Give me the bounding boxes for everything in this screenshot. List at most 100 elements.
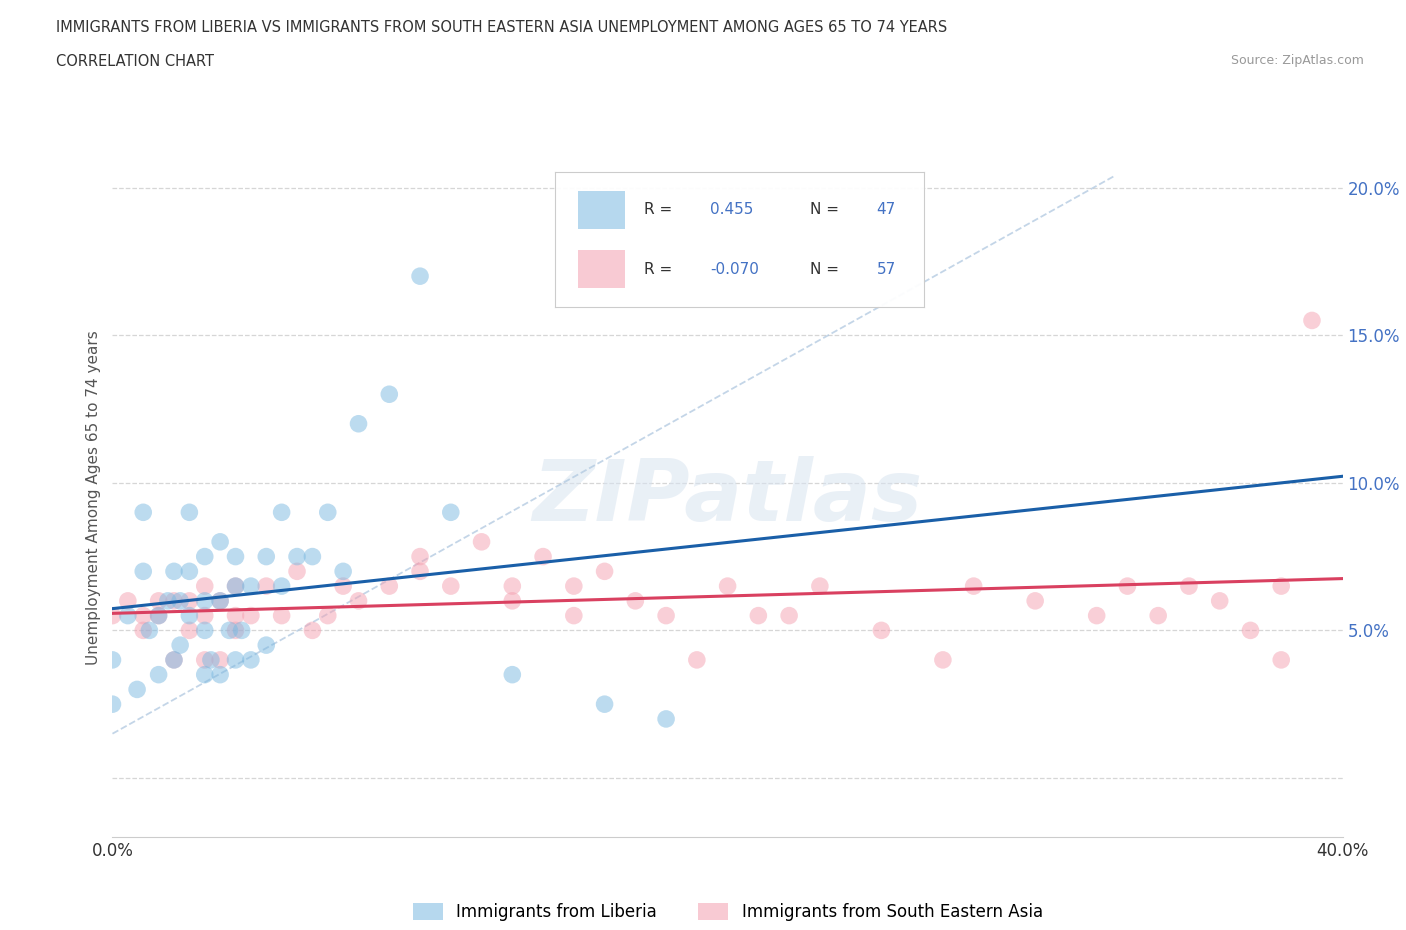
Point bbox=[163, 593, 186, 608]
Point bbox=[148, 608, 170, 623]
Point bbox=[194, 593, 217, 608]
Point bbox=[717, 578, 740, 593]
Point bbox=[209, 653, 232, 668]
Point bbox=[316, 608, 339, 623]
Point bbox=[285, 564, 308, 578]
Point bbox=[209, 593, 232, 608]
Point bbox=[225, 653, 247, 668]
Point bbox=[132, 564, 155, 578]
Point bbox=[1178, 578, 1201, 593]
Point bbox=[409, 564, 432, 578]
Point bbox=[194, 667, 217, 682]
Point bbox=[1208, 593, 1232, 608]
Point bbox=[378, 578, 401, 593]
Point bbox=[593, 564, 616, 578]
Text: IMMIGRANTS FROM LIBERIA VS IMMIGRANTS FROM SOUTH EASTERN ASIA UNEMPLOYMENT AMONG: IMMIGRANTS FROM LIBERIA VS IMMIGRANTS FR… bbox=[56, 20, 948, 35]
Point bbox=[409, 549, 432, 564]
Point bbox=[347, 593, 370, 608]
Point bbox=[239, 653, 262, 668]
Y-axis label: Unemployment Among Ages 65 to 74 years: Unemployment Among Ages 65 to 74 years bbox=[86, 330, 101, 665]
Point bbox=[209, 593, 232, 608]
Point bbox=[239, 608, 262, 623]
Point bbox=[562, 578, 585, 593]
Point bbox=[117, 593, 139, 608]
Point bbox=[101, 697, 124, 711]
Point bbox=[332, 564, 354, 578]
Point bbox=[1301, 313, 1323, 328]
Point bbox=[932, 653, 955, 668]
Point bbox=[194, 653, 217, 668]
Point bbox=[1239, 623, 1261, 638]
Point bbox=[1270, 578, 1292, 593]
Point bbox=[148, 593, 170, 608]
Point bbox=[531, 549, 554, 564]
Point bbox=[132, 623, 155, 638]
Point bbox=[254, 638, 277, 653]
Point bbox=[1116, 578, 1139, 593]
Point bbox=[301, 549, 323, 564]
Point bbox=[156, 593, 179, 608]
Point bbox=[218, 623, 240, 638]
Point bbox=[1270, 653, 1292, 668]
Point bbox=[225, 578, 247, 593]
Point bbox=[963, 578, 986, 593]
Point bbox=[1147, 608, 1170, 623]
Point bbox=[470, 535, 494, 550]
Point bbox=[686, 653, 709, 668]
Point bbox=[179, 593, 201, 608]
Point bbox=[225, 578, 247, 593]
Point bbox=[194, 549, 217, 564]
Point bbox=[239, 578, 262, 593]
Point bbox=[285, 549, 308, 564]
Point bbox=[132, 505, 155, 520]
Point bbox=[163, 653, 186, 668]
Point bbox=[270, 578, 292, 593]
Point bbox=[655, 711, 678, 726]
Point bbox=[209, 667, 232, 682]
Point bbox=[254, 549, 277, 564]
Point bbox=[501, 578, 523, 593]
Point bbox=[148, 608, 170, 623]
Point bbox=[194, 623, 217, 638]
Point bbox=[138, 623, 160, 638]
Text: ZIPatlas: ZIPatlas bbox=[533, 456, 922, 539]
Point bbox=[194, 578, 217, 593]
Point bbox=[163, 564, 186, 578]
Point bbox=[148, 667, 170, 682]
Point bbox=[163, 653, 186, 668]
Point bbox=[1024, 593, 1046, 608]
Point bbox=[440, 505, 463, 520]
Point bbox=[169, 638, 191, 653]
Point bbox=[179, 564, 201, 578]
Point bbox=[316, 505, 339, 520]
Point bbox=[409, 269, 432, 284]
Point bbox=[870, 623, 893, 638]
Point bbox=[624, 593, 647, 608]
Point bbox=[127, 682, 149, 697]
Point bbox=[378, 387, 401, 402]
Text: Source: ZipAtlas.com: Source: ZipAtlas.com bbox=[1230, 54, 1364, 67]
Point bbox=[225, 549, 247, 564]
Text: CORRELATION CHART: CORRELATION CHART bbox=[56, 54, 214, 69]
Point bbox=[270, 505, 292, 520]
Point bbox=[778, 608, 800, 623]
Point bbox=[808, 578, 831, 593]
Point bbox=[1085, 608, 1108, 623]
Point bbox=[270, 608, 292, 623]
Point bbox=[117, 608, 139, 623]
Point bbox=[347, 417, 370, 432]
Point bbox=[501, 593, 523, 608]
Point bbox=[179, 608, 201, 623]
Point bbox=[179, 623, 201, 638]
Point bbox=[501, 667, 523, 682]
Point bbox=[225, 608, 247, 623]
Point bbox=[440, 578, 463, 593]
Point bbox=[301, 623, 323, 638]
Point bbox=[332, 578, 354, 593]
Point bbox=[209, 535, 232, 550]
Point bbox=[747, 608, 769, 623]
Point bbox=[231, 623, 253, 638]
Point bbox=[225, 623, 247, 638]
Point bbox=[254, 578, 277, 593]
Point bbox=[101, 653, 124, 668]
